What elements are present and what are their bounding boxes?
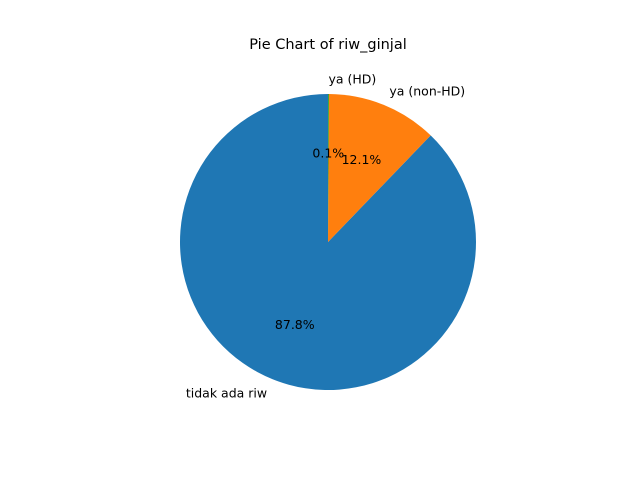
slice-label-ya-non-hd: ya (non-HD) — [389, 84, 465, 99]
pie-slice-ya-non-hd — [328, 94, 431, 242]
pct-label-ya-hd: 0.1% — [312, 146, 344, 161]
pie-slices — [179, 94, 477, 390]
pie-labels: tidak ada riw 87.8% ya (non-HD) 12.1% ya (HD… — [186, 72, 465, 401]
slice-label-ya-hd: ya (HD) — [329, 72, 377, 87]
pct-label-ya-non-hd: 12.1% — [342, 152, 382, 167]
pie-slice-ya-hd — [328, 94, 329, 242]
slice-label-tidak-ada-riw: tidak ada riw — [186, 385, 267, 400]
pct-label-tidak-ada-riw: 87.8% — [275, 317, 315, 332]
chart-title: Pie Chart of riw_ginjal — [249, 37, 407, 53]
